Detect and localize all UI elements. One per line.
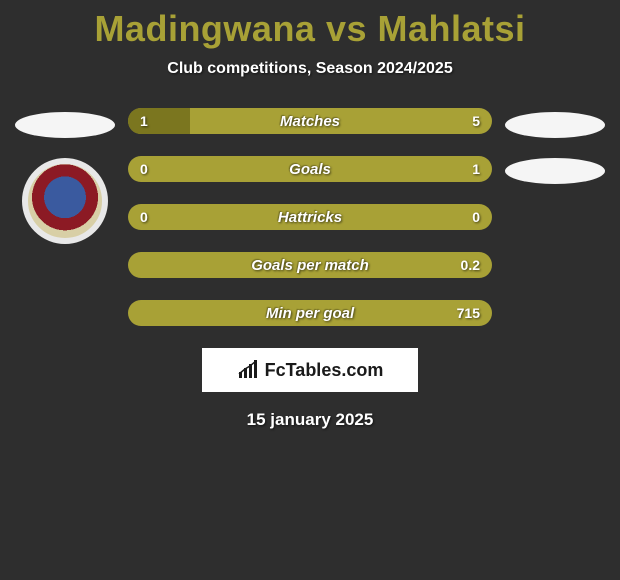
left-side	[10, 108, 120, 326]
right-side	[500, 108, 610, 326]
stat-right-value: 1	[472, 161, 480, 177]
chart-icon	[237, 360, 261, 380]
subtitle: Club competitions, Season 2024/2025	[0, 60, 620, 78]
stat-right-value: 0.2	[461, 257, 480, 273]
stat-right-value: 5	[472, 113, 480, 129]
bar-fill-left	[128, 108, 190, 134]
stat-label: Matches	[280, 113, 340, 130]
stat-right-value: 0	[472, 209, 480, 225]
stat-right-value: 715	[457, 305, 480, 321]
placeholder-oval	[505, 112, 605, 138]
club-badge	[22, 158, 108, 244]
comparison-bars: 1 Matches 5 0 Goals 1 0 Hattricks 0 Goals per mat…	[120, 108, 500, 326]
comparison-content: 1 Matches 5 0 Goals 1 0 Hattricks 0 Goals per mat…	[0, 108, 620, 326]
stat-bar: Min per goal 715	[128, 300, 492, 326]
stat-left-value: 0	[140, 161, 148, 177]
stat-label: Hattricks	[278, 209, 342, 226]
date-label: 15 january 2025	[0, 410, 620, 430]
brand-box: FcTables.com	[202, 348, 418, 392]
stat-label: Goals	[289, 161, 331, 178]
stat-bar: 0 Goals 1	[128, 156, 492, 182]
stat-bar: 1 Matches 5	[128, 108, 492, 134]
page-title: Madingwana vs Mahlatsi	[0, 0, 620, 50]
stat-left-value: 1	[140, 113, 148, 129]
stat-left-value: 0	[140, 209, 148, 225]
brand-text: FcTables.com	[265, 360, 384, 381]
stat-label: Goals per match	[251, 257, 369, 274]
stat-bar: Goals per match 0.2	[128, 252, 492, 278]
placeholder-oval	[505, 158, 605, 184]
placeholder-oval	[15, 112, 115, 138]
stat-bar: 0 Hattricks 0	[128, 204, 492, 230]
stat-label: Min per goal	[266, 305, 354, 322]
